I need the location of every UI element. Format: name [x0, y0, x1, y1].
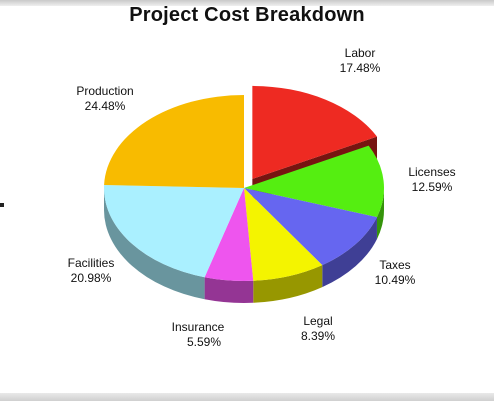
slice-label-facilities: Facilities 20.98% — [56, 256, 126, 286]
pie-side-taxes — [322, 217, 377, 288]
slice-label-production: Production 24.48% — [60, 84, 150, 114]
slice-pct-taxes: 10.49% — [374, 273, 416, 287]
pie-slice-taxes — [244, 188, 377, 266]
slice-pct-labor: 17.48% — [339, 61, 381, 75]
slice-name-labor: Labor — [344, 46, 376, 60]
pie-slice-insurance — [204, 188, 254, 281]
slice-name-legal: Legal — [303, 314, 333, 328]
slice-label-licenses: Licenses 12.59% — [392, 165, 472, 195]
window-top-edge — [0, 0, 494, 6]
pie-slice-production — [104, 95, 245, 188]
pie-top-faces — [104, 85, 384, 281]
slice-pct-facilities: 20.98% — [70, 271, 112, 285]
pie-side-insurance — [204, 277, 254, 303]
slice-name-production: Production — [76, 84, 134, 98]
slice-label-insurance: Insurance 5.59% — [158, 320, 238, 350]
pie-side-legal — [253, 265, 323, 303]
left-edge-marker — [0, 203, 4, 207]
window-bottom-edge — [0, 393, 494, 401]
slice-pct-legal: 8.39% — [300, 329, 336, 343]
slice-name-licenses: Licenses — [408, 165, 456, 179]
slice-label-legal: Legal 8.39% — [288, 314, 348, 344]
chart-title: Project Cost Breakdown — [129, 4, 365, 26]
pie-slice-facilities — [104, 184, 245, 278]
slice-name-insurance: Insurance — [171, 320, 225, 334]
pie-slice-licenses — [244, 145, 384, 218]
slice-name-facilities: Facilities — [67, 256, 115, 270]
slice-label-labor: Labor 17.48% — [330, 46, 390, 76]
pie-slice-legal — [244, 188, 323, 281]
slice-pct-insurance: 5.59% — [186, 335, 222, 349]
slice-pct-licenses: 12.59% — [411, 180, 453, 194]
slice-pct-production: 24.48% — [84, 99, 126, 113]
pie-side-licenses — [376, 188, 384, 240]
slice-name-taxes: Taxes — [379, 258, 411, 272]
pie-slice-labor — [252, 85, 378, 179]
slice-label-taxes: Taxes 10.49% — [360, 258, 430, 288]
pie-side-facilities — [104, 188, 205, 300]
